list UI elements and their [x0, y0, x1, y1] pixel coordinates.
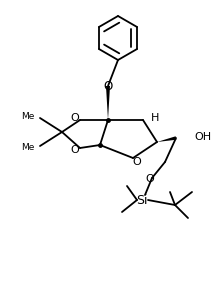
Text: O: O: [71, 113, 79, 123]
Text: Si: Si: [136, 193, 148, 206]
Polygon shape: [157, 136, 176, 142]
Text: O: O: [103, 80, 113, 93]
Text: O: O: [133, 157, 141, 167]
Text: O: O: [71, 145, 79, 155]
Text: Me: Me: [21, 143, 34, 151]
Text: OH: OH: [194, 132, 211, 142]
Text: Me: Me: [21, 112, 34, 120]
Polygon shape: [106, 86, 110, 120]
Text: H: H: [151, 113, 159, 123]
Text: O: O: [146, 174, 154, 184]
